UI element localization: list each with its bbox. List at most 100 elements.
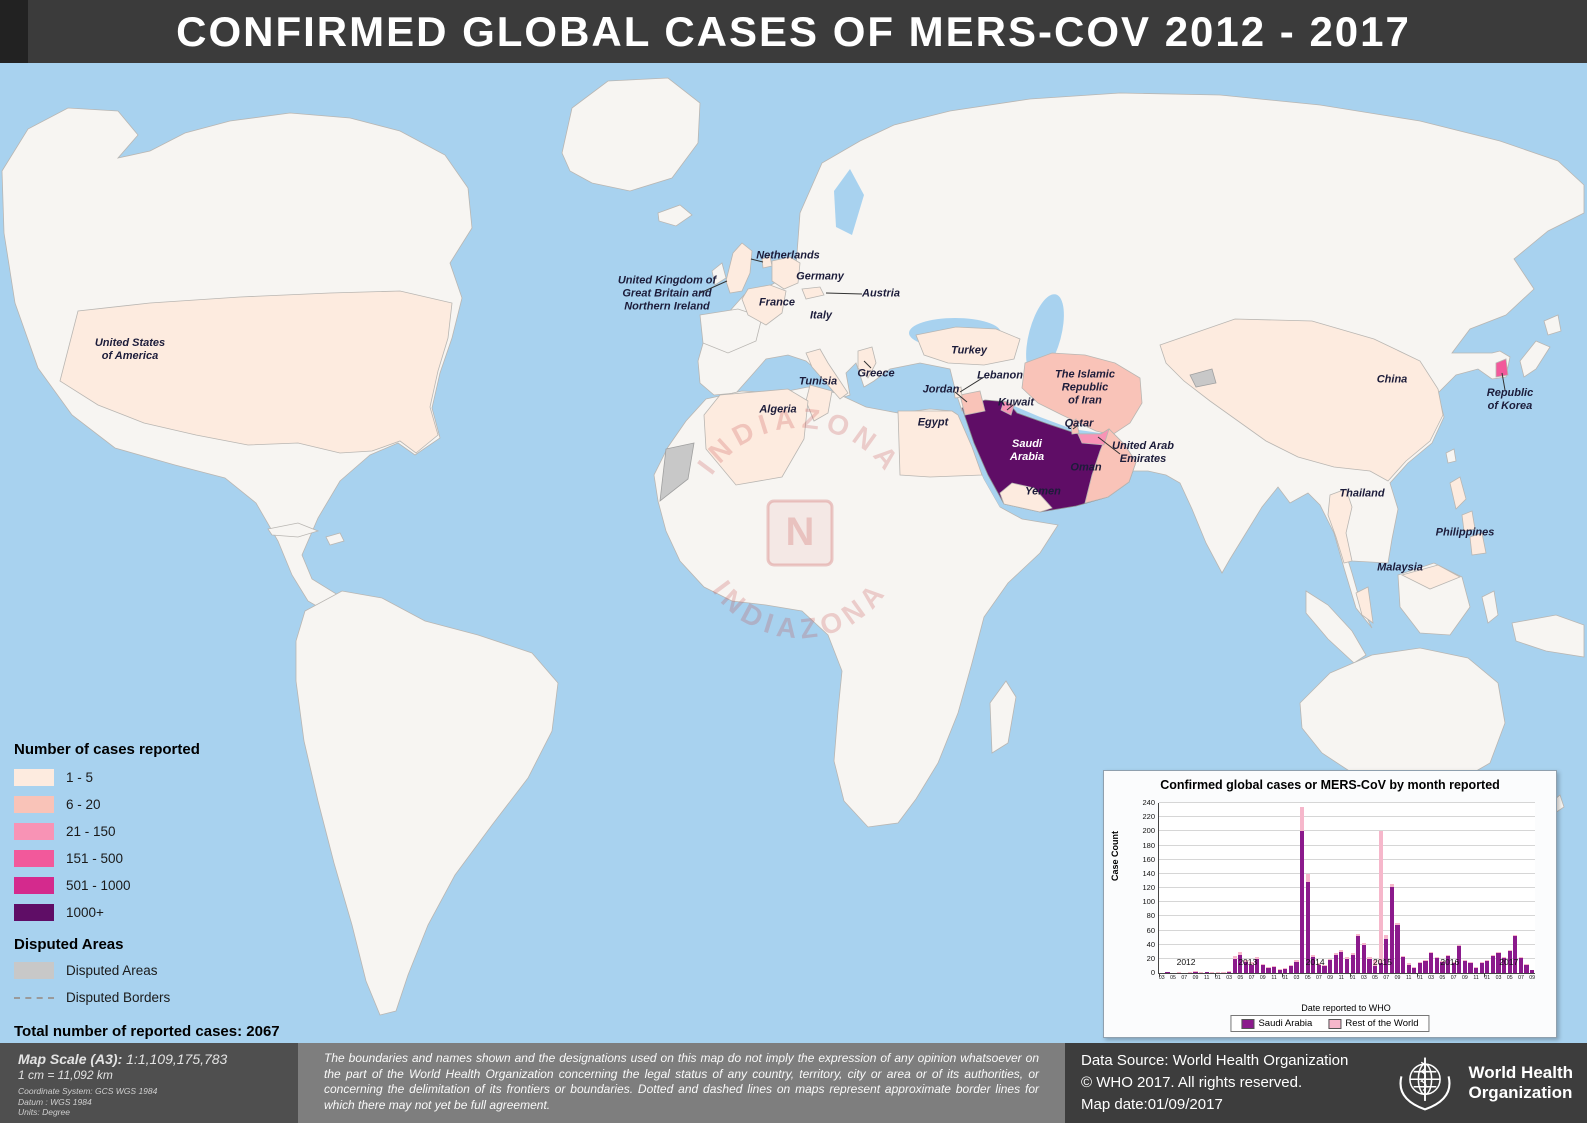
bar-rest-of-world xyxy=(1423,959,1428,961)
label-china: China xyxy=(1376,373,1408,386)
country-qatar xyxy=(1070,418,1080,435)
chart-y-tick-label: 220 xyxy=(1142,812,1155,822)
chart-gridline xyxy=(1159,830,1535,832)
bar-saudi-arabia xyxy=(1232,958,1237,973)
bar-rest-of-world xyxy=(1361,942,1366,945)
country-tunisia xyxy=(805,384,833,422)
bar-saudi-arabia xyxy=(1389,886,1394,973)
chart-year-tick xyxy=(1215,973,1217,977)
bar-rest-of-world xyxy=(1255,957,1260,959)
bar-rest-of-world xyxy=(1249,962,1254,965)
chart-x-tick-label: 07 xyxy=(1450,974,1457,981)
landmass-madagascar xyxy=(989,680,1017,754)
bar-rest-of-world xyxy=(1277,968,1282,970)
bar-rest-of-world xyxy=(1451,962,1456,964)
chart-legend-saudi: Saudi Arabia xyxy=(1241,1018,1312,1029)
bar-saudi-arabia xyxy=(1238,954,1243,973)
legend-title: Number of cases reported xyxy=(14,741,200,758)
bar-rest-of-world xyxy=(1260,963,1265,965)
title-bar: CONFIRMED GLOBAL CASES OF MERS-COV 2012 … xyxy=(0,0,1587,63)
bar-saudi-arabia xyxy=(1333,954,1338,973)
country-iran xyxy=(1021,352,1143,436)
bar-saudi-arabia xyxy=(1283,968,1288,973)
data-source-line: Data Source: World Health Organization xyxy=(1081,1052,1349,1070)
label-oman: Oman xyxy=(1070,461,1102,474)
bar-rest-of-world xyxy=(1395,922,1400,925)
copyright-line: © WHO 2017. All rights reserved. xyxy=(1081,1074,1303,1092)
chart-x-tick-label: 01 xyxy=(1417,974,1423,981)
map-scale-label: Map Scale (A3): xyxy=(18,1051,123,1067)
bar-rest-of-world xyxy=(1389,884,1394,887)
country-united-arab-emirates xyxy=(1077,428,1110,446)
country-france xyxy=(741,284,787,326)
bar-rest-of-world xyxy=(1311,955,1316,958)
chart-gridline xyxy=(1159,802,1535,803)
chart-x-tick-label: 11 xyxy=(1338,974,1345,981)
baltic-sea xyxy=(834,169,864,235)
disputed-western-sahara xyxy=(659,442,695,502)
chart-y-tick-label: 100 xyxy=(1142,897,1155,907)
bar-saudi-arabia xyxy=(1243,961,1249,973)
bar-saudi-arabia xyxy=(1429,953,1434,973)
country-united-kingdom xyxy=(725,242,753,294)
bar-saudi-arabia xyxy=(1260,964,1265,973)
chart-y-tick-label: 240 xyxy=(1142,798,1155,807)
saudi-arabia-swatch xyxy=(1241,1018,1255,1029)
bar-saudi-arabia xyxy=(1305,882,1310,973)
label-united-kingdom: United Kingdom of Great Britain and Nort… xyxy=(617,274,717,313)
bar-saudi-arabia xyxy=(1513,936,1518,973)
legend-item: 501 - 1000 xyxy=(14,872,280,899)
label-kuwait: Kuwait xyxy=(997,396,1035,409)
bar-saudi-arabia xyxy=(1255,958,1260,973)
bar-rest-of-world xyxy=(1232,956,1237,959)
disputed-border-swatch xyxy=(14,996,54,999)
chart-year-label: 2012 xyxy=(1176,957,1196,967)
who-emblem-icon xyxy=(1399,1057,1451,1111)
chart-x-tick-label: 01 xyxy=(1282,974,1289,981)
bar-saudi-arabia xyxy=(1311,957,1316,973)
bar-rest-of-world xyxy=(1372,960,1378,966)
bar-rest-of-world xyxy=(1457,945,1462,947)
bar-rest-of-world xyxy=(1316,963,1322,965)
label-united-states: United States of America xyxy=(94,337,166,362)
landmass-south-america xyxy=(295,590,559,1016)
label-thailand: Thailand xyxy=(1339,487,1385,500)
legend-item: 6 - 20 xyxy=(14,791,280,818)
label-malaysia: Malaysia xyxy=(1377,561,1423,574)
bar-rest-of-world xyxy=(1339,949,1344,952)
chart-x-tick-label: 05 xyxy=(1439,974,1446,981)
chart-gridline xyxy=(1159,887,1535,888)
chart-x-tick-label: 03 xyxy=(1428,974,1435,981)
bar-rest-of-world xyxy=(1193,970,1198,972)
chart-x-tick-label: 03 xyxy=(1495,974,1502,981)
label-turkey: Turkey xyxy=(951,344,987,357)
bar-rest-of-world xyxy=(1468,962,1473,964)
label-algeria: Algeria xyxy=(759,403,797,416)
country-italy xyxy=(805,348,849,400)
bar-saudi-arabia xyxy=(1395,924,1400,973)
label-france: France xyxy=(758,296,796,309)
page-title: CONFIRMED GLOBAL CASES OF MERS-COV 2012 … xyxy=(176,7,1411,55)
chart-x-tick-label: 05 xyxy=(1506,974,1513,981)
map-scale-value: 1:1,109,175,783 xyxy=(126,1051,228,1067)
data-source-text: Data Source: World Health Organization ©… xyxy=(1081,1050,1348,1115)
chart-year-tick xyxy=(1349,973,1351,977)
bar-saudi-arabia xyxy=(1227,971,1232,973)
disclaimer-text: The boundaries and names shown and the d… xyxy=(324,1051,1039,1112)
chart-title: Confirmed global cases or MERS-CoV by mo… xyxy=(1160,778,1500,792)
chart-year-label: 2014 xyxy=(1305,957,1325,967)
country-kuwait xyxy=(1000,400,1015,416)
bar-rest-of-world xyxy=(1187,971,1192,973)
bar-saudi-arabia xyxy=(1434,957,1439,973)
legend-label: 6 - 20 xyxy=(66,797,101,812)
bar-saudi-arabia xyxy=(1344,958,1350,973)
chart-x-tick-label: 01 xyxy=(1215,974,1221,981)
disputed-kashmir xyxy=(1189,368,1217,388)
chart-year-label: 2013 xyxy=(1238,957,1258,967)
country-austria xyxy=(801,286,825,300)
bar-saudi-arabia xyxy=(1401,957,1406,973)
bar-rest-of-world xyxy=(1215,971,1221,973)
bar-saudi-arabia xyxy=(1339,951,1344,973)
chart-legend-row: Rest of the World xyxy=(1328,1018,1419,1029)
